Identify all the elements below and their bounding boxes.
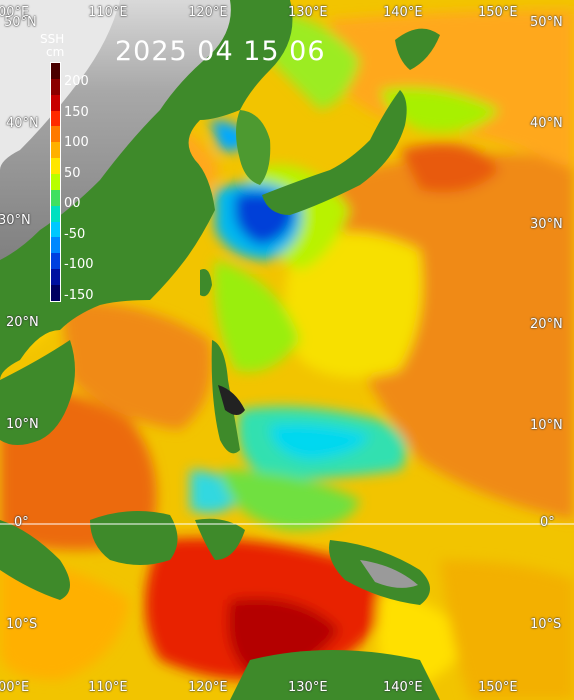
lon-label-top-110e: 110°E (88, 5, 128, 20)
lat-label-right-20n: 20°N (530, 317, 563, 332)
color-scale-bar (50, 62, 61, 302)
lat-label-left-40n: 40°N (6, 116, 39, 131)
lon-label-bottom-110e: 110°E (88, 680, 128, 695)
lat-label-right-10s: 10°S (530, 617, 562, 632)
color-scale-tick-label: -100 (64, 257, 94, 272)
lat-label-right-0: 0° (540, 515, 555, 530)
color-scale-tick-label: -150 (64, 287, 94, 303)
lat-label-left-0: 0° (14, 515, 29, 530)
color-scale-segment (51, 285, 60, 301)
lon-label-top-140e: 140°E (383, 5, 423, 20)
lon-label-bottom-120e: 120°E (188, 680, 228, 695)
color-scale-segment (51, 253, 60, 270)
color-scale-segment (51, 78, 60, 95)
lat-label-right-10n: 10°N (530, 418, 563, 433)
color-scale-tick-label: 100 (64, 135, 89, 150)
lat-label-right-40n: 40°N (530, 116, 563, 131)
color-scale-tick-label: 00 (64, 196, 81, 211)
lat-label-left-30n: 30°N (0, 213, 31, 228)
color-scale-tick-label: 150 (64, 104, 89, 120)
color-scale-segment (51, 126, 60, 143)
color-scale-segment (51, 158, 60, 175)
color-scale-segment (51, 110, 60, 127)
color-scale-tick-label: 50 (64, 165, 81, 181)
lon-label-top-120e: 120°E (188, 5, 228, 20)
color-scale-segment (51, 94, 60, 111)
color-scale-segment (51, 142, 60, 159)
lat-label-left-50n: 50°N (4, 15, 37, 30)
lon-label-bottom-150e: 150°E (478, 680, 518, 695)
color-scale-tick-label: -50 (64, 226, 86, 242)
legend-title-unit: cm (46, 45, 65, 59)
lat-label-right-50n: 50°N (530, 15, 563, 30)
lat-label-left-20n: 20°N (6, 315, 39, 330)
color-scale-segment (51, 63, 60, 79)
map-title: 2025 04 15 06 (115, 36, 326, 67)
color-scale-segment (51, 269, 60, 286)
lat-label-left-10n: 10°N (6, 417, 39, 432)
color-scale-segment (51, 205, 60, 222)
lon-label-bottom-100e: 00°E (0, 680, 30, 695)
color-scale-segment (51, 237, 60, 254)
lon-label-top-150e: 150°E (478, 5, 518, 20)
color-scale-segment (51, 189, 60, 206)
color-scale-segment (51, 221, 60, 238)
color-scale-segment (51, 174, 60, 190)
color-scale-tick-label: 200 (64, 74, 89, 89)
lon-label-top-130e: 130°E (288, 5, 328, 20)
lat-label-left-10s: 10°S (6, 617, 38, 632)
lat-label-right-30n: 30°N (530, 217, 563, 232)
lon-label-bottom-130e: 130°E (288, 680, 328, 695)
legend-title-ssh: SSH (40, 32, 65, 46)
lon-label-bottom-140e: 140°E (383, 680, 423, 695)
lon-label-top-100e: 00°E (0, 5, 30, 20)
